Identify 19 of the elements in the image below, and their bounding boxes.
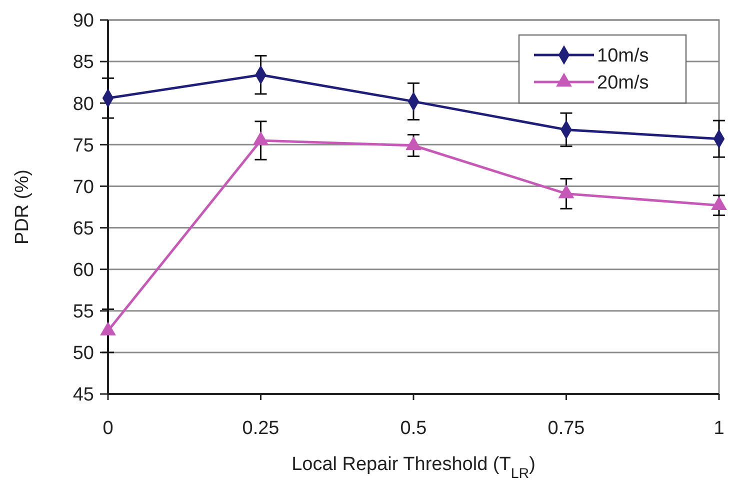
y-tick-label: 55 — [72, 302, 94, 323]
y-tick-label: 90 — [72, 10, 94, 32]
x-tick-label: 0 — [102, 418, 114, 439]
y-tick-label: 80 — [72, 94, 94, 115]
x-axis-title: Local Repair Threshold (T$_{LR}$) — [292, 454, 536, 482]
x-tick-label: 0.25 — [242, 418, 280, 439]
legend-label: 20m/s — [597, 72, 649, 94]
y-tick-label: 65 — [72, 218, 94, 240]
x-tick-label: 0.75 — [548, 418, 585, 439]
y-tick-label: 45 — [72, 384, 94, 406]
y-tick-label: 50 — [72, 343, 94, 364]
legend-label: 10m/s — [597, 46, 649, 67]
y-tick-label: 60 — [72, 260, 94, 281]
y-tick-label: 75 — [72, 135, 94, 156]
y-tick-label: 85 — [72, 52, 94, 74]
x-tick-label: 0.5 — [400, 418, 427, 439]
y-tick-label: 70 — [72, 176, 94, 198]
x-tick-label: 1 — [714, 418, 724, 439]
y-axis-title: PDR (%) — [12, 170, 33, 244]
